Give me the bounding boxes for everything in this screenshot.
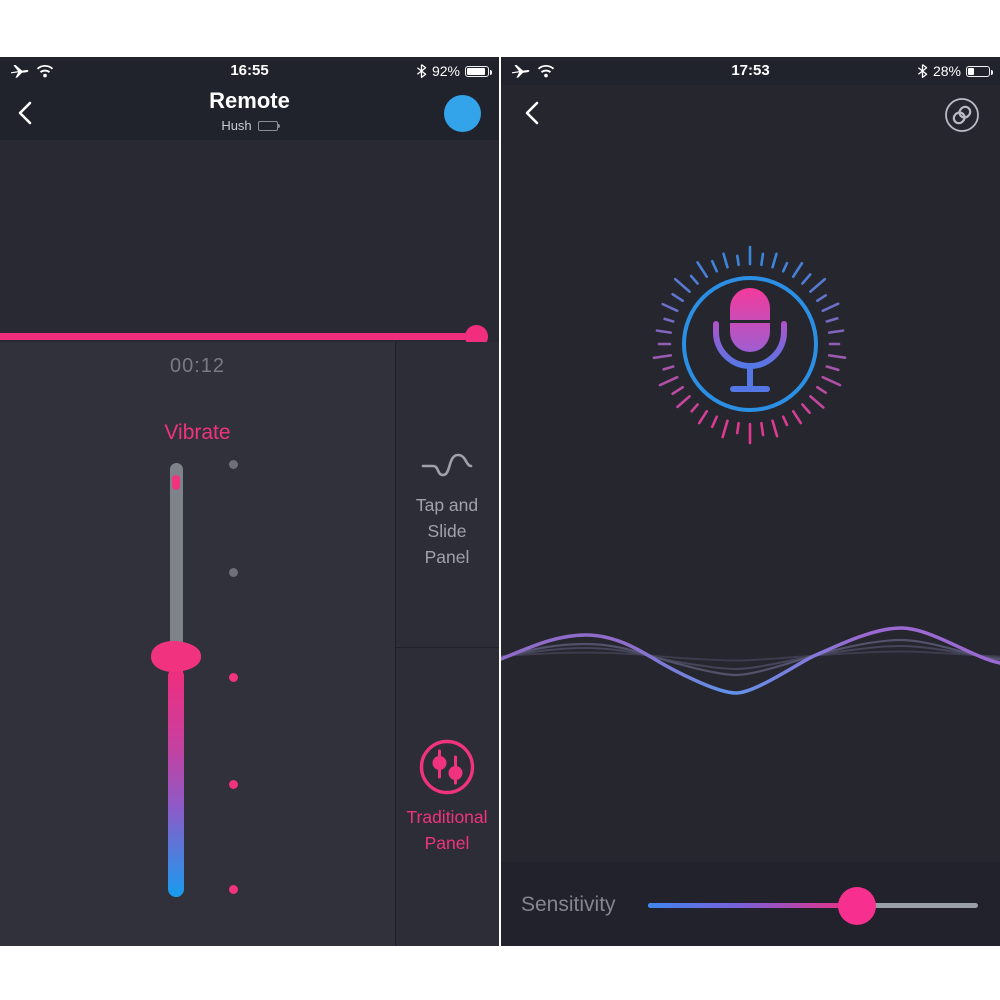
sidebar-divider (395, 647, 499, 648)
level-dot (229, 568, 238, 577)
level-dot (229, 673, 238, 682)
audio-waveform (501, 585, 1000, 725)
battery-fill (968, 67, 974, 75)
level-dot (229, 885, 238, 894)
chain-link-icon (952, 105, 972, 125)
battery-percent: 92% (431, 63, 460, 79)
wifi-icon (36, 64, 54, 78)
device-name: Hush (221, 118, 252, 133)
battery-icon (465, 65, 492, 77)
back-button[interactable] (14, 99, 36, 127)
mic-circle-outline (682, 276, 818, 412)
vibrate-slider-fill (168, 668, 184, 897)
wave-echo-1 (501, 638, 1000, 677)
circle-outline (945, 98, 979, 132)
device-status: Hush (0, 118, 499, 133)
status-bar-right: 17:53 28% (501, 57, 1000, 85)
status-time: 17:53 (731, 62, 770, 79)
connection-avatar-button[interactable] (444, 95, 481, 132)
status-bar-left: 16:55 92% (0, 57, 499, 85)
sidebar-item-traditional[interactable]: Traditional Panel (395, 648, 499, 946)
microphone-icon (713, 288, 787, 392)
sidebar-item-label: Tap and Slide Panel (415, 495, 479, 567)
tap-slide-pad[interactable] (0, 140, 499, 348)
back-button[interactable] (521, 99, 543, 127)
airplane-icon (11, 65, 29, 78)
wave-echo-2 (501, 644, 1000, 671)
link-button[interactable] (942, 95, 982, 135)
wifi-icon (537, 64, 555, 78)
vibrate-slider-handle[interactable] (151, 641, 201, 673)
status-bg (501, 57, 1000, 85)
intensity-slider-track[interactable] (0, 333, 488, 340)
sensitivity-bar: Sensitivity (501, 862, 1000, 946)
panel-sidebar (395, 342, 499, 946)
mode-label: Vibrate (164, 421, 231, 444)
status-time: 16:55 (230, 62, 269, 79)
chevron-left-icon (18, 101, 32, 125)
voice-screen: 17:53 28% (501, 57, 1000, 946)
sensitivity-handle[interactable] (837, 887, 876, 925)
vibrate-panel (0, 342, 395, 946)
device-battery-icon (257, 120, 280, 131)
wave-echo-3 (501, 650, 1000, 662)
sensitivity-label: Sensitivity (521, 893, 616, 916)
bluetooth-icon (416, 64, 427, 79)
wave-main (501, 626, 1000, 695)
sidebar-overlay: Tap and Slide Panel Traditional Panel (395, 342, 499, 946)
wave-icon (421, 453, 473, 477)
sensitivity-fill (648, 903, 859, 908)
mic-dash-ring (652, 245, 847, 445)
sidebar-item-tap-slide[interactable]: Tap and Slide Panel (395, 342, 499, 647)
airplane-icon (512, 65, 530, 78)
level-dot (229, 460, 238, 469)
sliders-circle-icon (419, 739, 475, 795)
remote-screen: 16:55 92% Remote Hush 00:12 Vibrat (0, 57, 499, 946)
voice-mic-button[interactable] (630, 224, 870, 464)
vibrate-slider-notch (172, 475, 180, 490)
header-block (0, 57, 499, 140)
chevron-left-icon (525, 101, 539, 125)
session-timer: 00:12 (169, 355, 226, 377)
page-title: Remote (209, 88, 290, 113)
battery-icon (966, 65, 993, 77)
level-dot (229, 780, 238, 789)
battery-percent: 28% (932, 63, 961, 79)
sidebar-item-label: Traditional Panel (406, 807, 488, 853)
bluetooth-icon (917, 64, 928, 79)
battery-fill (467, 67, 486, 75)
